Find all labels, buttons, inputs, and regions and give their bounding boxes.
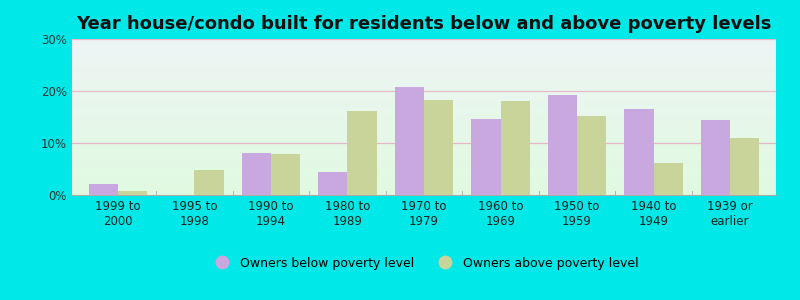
Bar <box>654 163 682 195</box>
Bar <box>730 138 759 195</box>
Bar <box>577 116 606 195</box>
Bar <box>89 184 118 195</box>
Bar <box>424 100 453 195</box>
Bar <box>118 191 147 195</box>
Bar <box>501 101 530 195</box>
Bar <box>194 170 223 195</box>
Bar <box>548 95 577 195</box>
Bar <box>347 111 377 195</box>
Bar <box>395 87 424 195</box>
Bar <box>701 120 730 195</box>
Bar <box>318 172 347 195</box>
Bar <box>271 154 300 195</box>
Bar <box>242 153 271 195</box>
Legend: Owners below poverty level, Owners above poverty level: Owners below poverty level, Owners above… <box>205 251 643 274</box>
Title: Year house/condo built for residents below and above poverty levels: Year house/condo built for residents bel… <box>76 15 772 33</box>
Bar <box>471 118 501 195</box>
Bar <box>625 109 654 195</box>
